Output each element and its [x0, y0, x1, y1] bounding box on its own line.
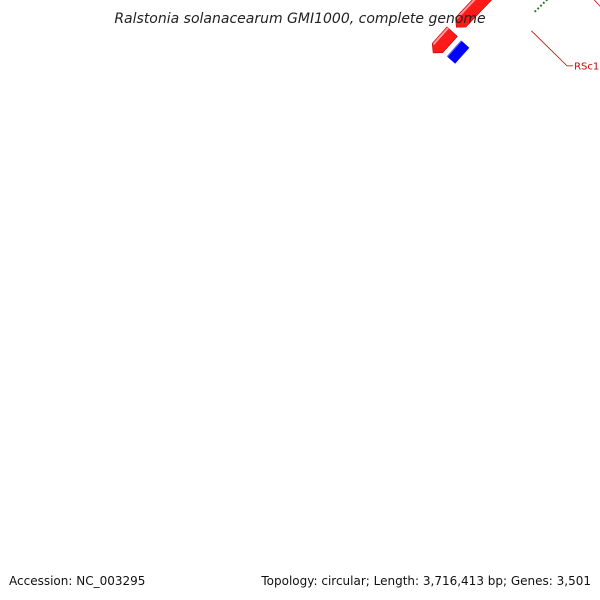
- genome-stats-label: Topology: circular; Length: 3,716,413 bp…: [261, 574, 591, 588]
- gene-label-leaders: [531, 0, 600, 67]
- gene-labels: RSc1381RSc1382RSc1383RSc1384RSc1385RSc13…: [574, 61, 600, 72]
- feature-track: [445, 39, 471, 65]
- inner-tick-track: [534, 0, 548, 13]
- inner-minor-tick: [545, 0, 548, 2]
- gene-leader-line: [593, 0, 600, 7]
- cds-arrow: [455, 0, 493, 28]
- gene-leader-line: [531, 30, 568, 67]
- inner-minor-tick: [536, 7, 540, 10]
- cds-track: [431, 0, 493, 54]
- inner-minor-tick: [542, 1, 546, 5]
- cds-arrow: [431, 26, 458, 54]
- feature-bar: [445, 39, 471, 65]
- gene-label-rsc1386: RSc1386: [574, 61, 600, 72]
- accession-label: Accession: NC_003295: [9, 574, 146, 588]
- feature-bar-highlight: [446, 39, 463, 58]
- map-title: Ralstonia solanacearum GMI1000, complete…: [114, 11, 485, 27]
- inner-minor-tick: [534, 9, 537, 13]
- cds-arrow-highlight: [455, 0, 476, 20]
- inner-minor-tick: [539, 4, 543, 7]
- cds-arrow-highlight: [432, 27, 449, 46]
